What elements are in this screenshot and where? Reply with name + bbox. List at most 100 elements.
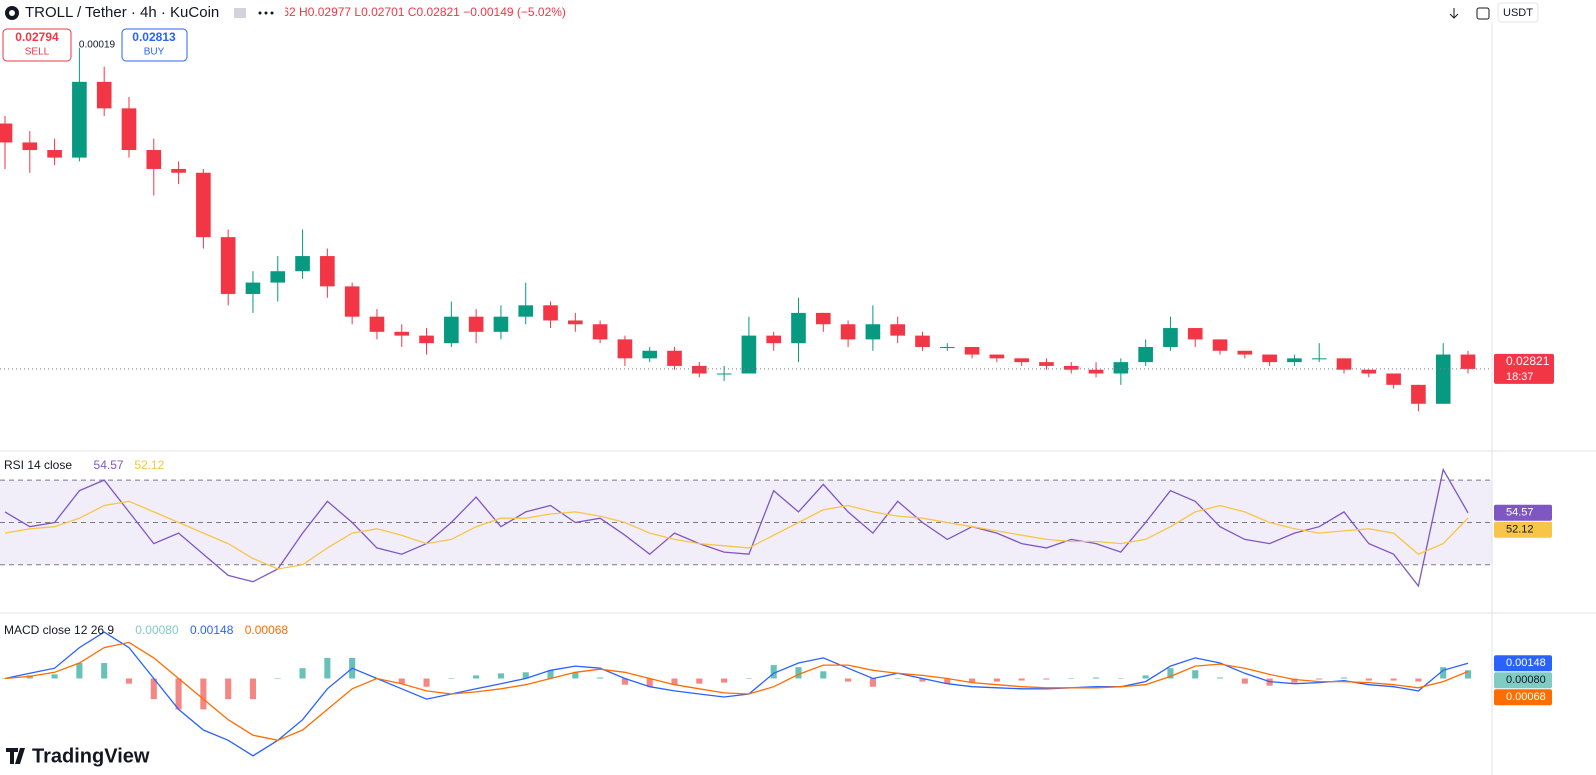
candle-body	[1311, 358, 1327, 360]
macd-histogram-bar	[1440, 667, 1447, 679]
symbol-icon-dot	[9, 10, 15, 16]
candle-body	[791, 312, 806, 344]
legend-value: 0.00148	[190, 623, 234, 637]
last-price-badge	[1494, 353, 1554, 384]
candle-body	[1014, 358, 1029, 363]
download-button[interactable]	[1449, 8, 1459, 19]
candle-body	[1237, 350, 1253, 355]
buy-price[interactable]: 0.02813	[132, 30, 176, 44]
macd-histogram-bar	[1291, 678, 1298, 683]
candle-body	[741, 335, 757, 374]
candle-body	[245, 282, 261, 294]
more-dot[interactable]	[264, 11, 268, 15]
macd-histogram-bar	[1192, 670, 1199, 679]
candle-body	[915, 335, 930, 347]
candle-body	[716, 373, 732, 375]
macd-histogram-bar	[1093, 677, 1100, 679]
last-price-label: 0.02821	[1506, 354, 1550, 368]
macd-histogram-bar	[175, 678, 182, 710]
macd-histogram-bar	[1167, 668, 1174, 679]
grid-layer	[0, 479, 1492, 566]
candle-body	[1212, 339, 1228, 351]
macd-histogram-bar	[1464, 670, 1472, 679]
macd-histogram-bar	[795, 667, 802, 679]
macd-histogram-bar	[76, 663, 83, 679]
macd-histogram-bar	[820, 671, 827, 679]
macd-histogram-bar	[646, 678, 653, 687]
macd-histogram-bar	[423, 678, 430, 687]
macd-histogram-bar	[150, 678, 157, 700]
sync-button[interactable]	[1476, 7, 1490, 20]
candle-body	[1138, 346, 1153, 363]
legend-value: 54.57	[94, 458, 124, 472]
header-bar	[0, 0, 1596, 22]
candle-body	[0, 123, 13, 143]
currency-box[interactable]	[1497, 2, 1539, 23]
legend-value: 52.12	[134, 458, 164, 472]
candle-body	[642, 350, 658, 359]
macd-histogram-bar	[1241, 678, 1248, 684]
macd-histogram-bar	[770, 665, 777, 679]
hide-button[interactable]	[234, 8, 246, 18]
macd-histogram-bar	[51, 674, 58, 679]
macd-histogram-bar	[299, 668, 306, 679]
candle-body	[295, 256, 310, 272]
macd-histogram-bar	[448, 678, 455, 679]
candle-body	[320, 256, 335, 287]
macd-histogram-bar	[845, 678, 852, 682]
candle-body	[1113, 362, 1129, 374]
more-dot[interactable]	[270, 11, 274, 15]
macd-histogram-bar	[993, 678, 1000, 682]
candle-body	[270, 271, 286, 283]
candle-body	[468, 316, 484, 332]
candle-body	[419, 335, 434, 344]
rsi-badge	[1494, 521, 1552, 538]
candle-body	[493, 316, 509, 332]
macd-histogram-bar	[547, 670, 554, 679]
symbol-title[interactable]: TROLL / Tether · 4h · KuCoin	[25, 4, 219, 21]
axis-layer: 0.02821 18:37 54.57 52.12 54.57 52.12 0.00080 0…	[94, 353, 1554, 706]
macd-histogram-bar	[1018, 678, 1025, 681]
candle-body	[939, 346, 955, 348]
rsi-title: RSI 14 close	[4, 458, 72, 472]
sell-price[interactable]: 0.02794	[15, 30, 59, 44]
macd-histogram-bar	[1316, 678, 1323, 680]
candle-body	[568, 320, 583, 325]
macd-badge-label: 0.00080	[1506, 674, 1546, 686]
candle-body	[890, 324, 905, 336]
buy-label[interactable]: BUY	[144, 47, 165, 58]
currency[interactable]: USDT	[1503, 7, 1533, 19]
candle-body	[171, 168, 186, 173]
macd-histogram-bar	[944, 678, 951, 684]
sell-label[interactable]: SELL	[25, 47, 50, 58]
macd-badge	[1494, 672, 1552, 689]
candle-body	[1262, 354, 1277, 363]
candle-body	[840, 324, 856, 340]
candle-body	[1287, 358, 1302, 363]
candle-body	[1163, 328, 1178, 347]
sell-button[interactable]	[2, 28, 72, 62]
buy-button[interactable]	[121, 28, 188, 62]
logo-icon	[6, 748, 25, 764]
candle-body	[344, 286, 360, 317]
more-dot[interactable]	[258, 11, 262, 15]
macd-histogram-bar	[324, 657, 331, 679]
candle-body	[22, 142, 38, 151]
macd-histogram-bar	[1415, 678, 1422, 682]
candle-body	[1063, 365, 1079, 370]
macd-histogram-bar	[1117, 678, 1124, 679]
macd-histogram-bar	[1390, 678, 1397, 681]
rsi-line	[4, 467, 1469, 588]
macd-histogram-bar	[200, 678, 207, 710]
countdown: 18:37	[1506, 371, 1534, 383]
macd-histogram-bar	[1216, 677, 1224, 679]
macd-histogram-bar	[969, 678, 976, 683]
macd-histogram-bar	[919, 678, 926, 682]
macd-histogram-bar	[473, 675, 480, 679]
legend-value: 0.00080	[135, 623, 179, 637]
macd-histogram-bar	[597, 677, 604, 679]
macd-histogram-bar	[1142, 675, 1149, 679]
macd-badge	[1494, 655, 1552, 672]
macd-badge-label: 0.00148	[1506, 657, 1546, 669]
